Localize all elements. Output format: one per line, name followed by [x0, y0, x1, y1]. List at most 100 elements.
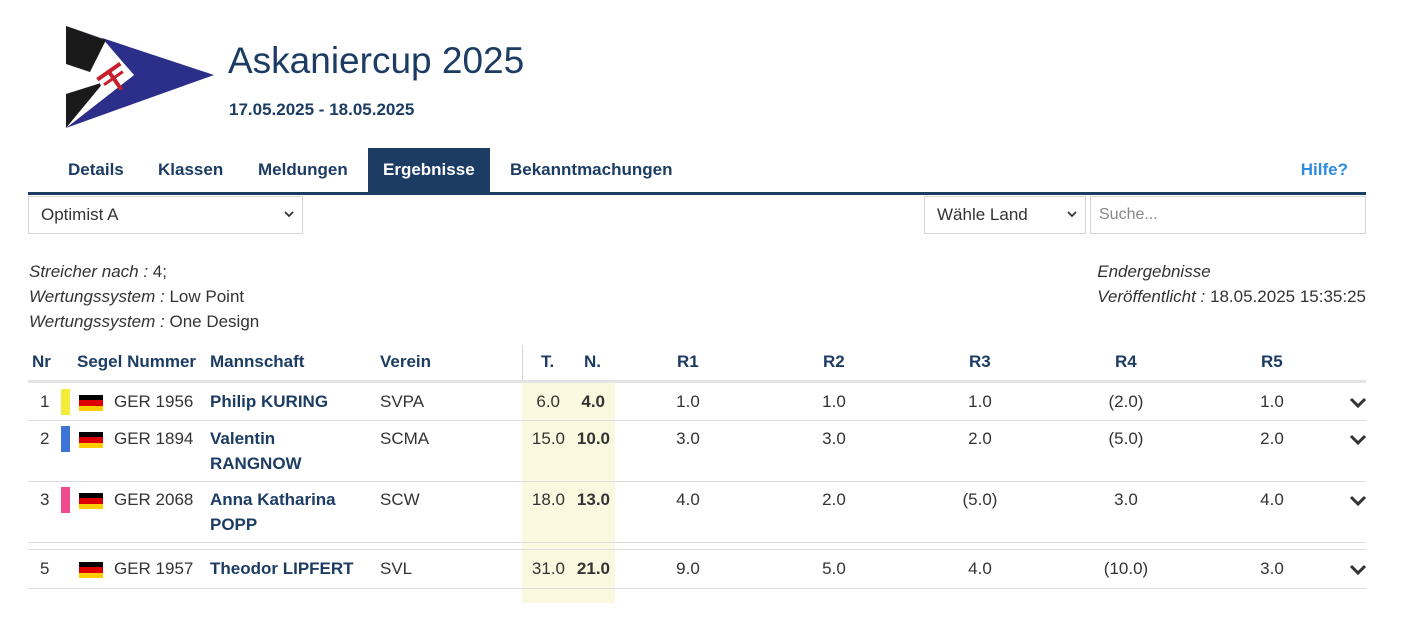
race-4-score: 3.0: [1114, 490, 1138, 509]
col-header-total[interactable]: T.: [541, 352, 555, 371]
row-divider: [28, 549, 1366, 550]
class-select-value: Optimist A: [41, 205, 119, 224]
race-5-score: 3.0: [1260, 559, 1284, 578]
published-value: 18.05.2025 15:35:25: [1210, 287, 1366, 306]
row-nr: 2: [40, 429, 50, 448]
team-name-link[interactable]: Theodor LIPFERT: [210, 559, 354, 578]
race-5-score: 1.0: [1260, 392, 1284, 411]
sail-number: GER 1956: [114, 392, 194, 411]
col-header-nr[interactable]: Nr: [32, 352, 51, 371]
main-tabs: Details Klassen Meldungen Ergebnisse Bek…: [28, 148, 1366, 195]
race-4-score: (10.0): [1103, 559, 1149, 578]
header-rule: [28, 380, 1366, 383]
scoring-label: Wertungssystem :: [29, 287, 165, 306]
col-header-r3[interactable]: R3: [969, 352, 991, 371]
col-header-r5[interactable]: R5: [1261, 352, 1283, 371]
team-name-link[interactable]: Anna Katharina POPP: [210, 490, 336, 534]
color-marker: [61, 487, 70, 513]
row-divider: [28, 542, 1366, 543]
race-1-score: 3.0: [676, 429, 700, 448]
club-burgee-logo: [66, 26, 214, 128]
total-points: 18.0: [531, 490, 565, 509]
club-name: SVPA: [380, 392, 425, 411]
page-title: Askaniercup 2025: [228, 40, 525, 81]
total-points: 31.0: [531, 559, 565, 578]
germany-flag-icon: [79, 395, 103, 411]
race-3-score: 2.0: [968, 429, 992, 448]
country-select[interactable]: Wähle Land: [924, 196, 1086, 234]
chevron-down-icon[interactable]: [1349, 563, 1367, 577]
row-nr: 1: [40, 392, 50, 411]
total-points: 6.0: [536, 392, 560, 411]
discards-label: Streicher nach :: [29, 262, 149, 281]
club-name: SCMA: [380, 429, 430, 448]
help-link[interactable]: Hilfe?: [1300, 160, 1348, 179]
scoring-value: Low Point: [169, 287, 245, 306]
germany-flag-icon: [79, 562, 103, 578]
scoring2-value: One Design: [169, 312, 260, 331]
sail-number: GER 1894: [114, 429, 194, 448]
race-3-score: (5.0): [962, 490, 998, 509]
chevron-down-icon[interactable]: [1349, 396, 1367, 410]
scoring2-label: Wertungssystem :: [29, 312, 165, 331]
net-points: 21.0: [576, 559, 610, 578]
scoring-info: Streicher nach : 4; Wertungssystem : Low…: [29, 259, 259, 334]
team-name-link[interactable]: Valentin RANGNOW: [210, 429, 302, 473]
tab-meldungen[interactable]: Meldungen: [258, 160, 348, 179]
col-header-team[interactable]: Mannschaft: [210, 352, 305, 371]
color-marker: [61, 426, 70, 452]
race-5-score: 2.0: [1260, 429, 1284, 448]
class-select[interactable]: Optimist A: [28, 196, 303, 234]
race-3-score: 1.0: [968, 392, 992, 411]
chevron-down-icon[interactable]: [1349, 433, 1367, 447]
tab-klassen[interactable]: Klassen: [158, 160, 224, 179]
row-divider: [28, 420, 1366, 421]
row-divider: [28, 588, 1366, 589]
col-header-r1[interactable]: R1: [677, 352, 699, 371]
discards-value: 4;: [152, 262, 167, 281]
race-4-score: (5.0): [1108, 429, 1144, 448]
col-header-r2[interactable]: R2: [823, 352, 845, 371]
chevron-down-icon: [284, 211, 294, 218]
col-header-net[interactable]: N.: [584, 352, 601, 371]
event-dates: 17.05.2025 - 18.05.2025: [229, 100, 415, 119]
club-name: SVL: [380, 559, 413, 578]
tab-details[interactable]: Details: [68, 160, 124, 179]
race-4-score: (2.0): [1108, 392, 1144, 411]
search-input[interactable]: [1090, 196, 1366, 234]
chevron-down-icon: [1067, 211, 1077, 218]
race-2-score: 5.0: [822, 559, 846, 578]
color-marker: [61, 389, 70, 415]
race-2-score: 3.0: [822, 429, 846, 448]
total-points: 15.0: [531, 429, 565, 448]
row-divider: [28, 481, 1366, 482]
club-name: SCW: [380, 490, 420, 509]
tab-ergebnisse[interactable]: Ergebnisse: [368, 148, 490, 192]
score-column-highlight: [522, 383, 615, 603]
race-1-score: 9.0: [676, 559, 700, 578]
col-header-r4[interactable]: R4: [1115, 352, 1137, 371]
net-points: 13.0: [576, 490, 610, 509]
tab-bekanntmachungen[interactable]: Bekanntmachungen: [510, 160, 673, 179]
col-header-sail[interactable]: Segel Nummer: [77, 352, 197, 371]
row-nr: 5: [40, 559, 50, 578]
sail-number: GER 2068: [114, 490, 194, 509]
race-2-score: 2.0: [822, 490, 846, 509]
header-divider: [522, 345, 523, 383]
race-3-score: 4.0: [968, 559, 992, 578]
event-header: Askaniercup 2025 17.05.2025 - 18.05.2025: [64, 24, 764, 134]
col-header-club[interactable]: Verein: [380, 352, 432, 371]
published-label: Veröffentlicht :: [1097, 287, 1206, 306]
team-name-link[interactable]: Philip KURING: [210, 392, 329, 411]
row-nr: 3: [40, 490, 50, 509]
race-1-score: 1.0: [676, 392, 700, 411]
chevron-down-icon[interactable]: [1349, 494, 1367, 508]
net-points: 10.0: [576, 429, 610, 448]
publication-info: Endergebnisse Veröffentlicht : 18.05.202…: [1097, 259, 1366, 309]
germany-flag-icon: [79, 493, 103, 509]
sail-number: GER 1957: [114, 559, 194, 578]
country-select-value: Wähle Land: [937, 205, 1028, 224]
results-status: Endergebnisse: [1097, 262, 1211, 281]
net-points: 4.0: [581, 392, 605, 411]
germany-flag-icon: [79, 432, 103, 448]
